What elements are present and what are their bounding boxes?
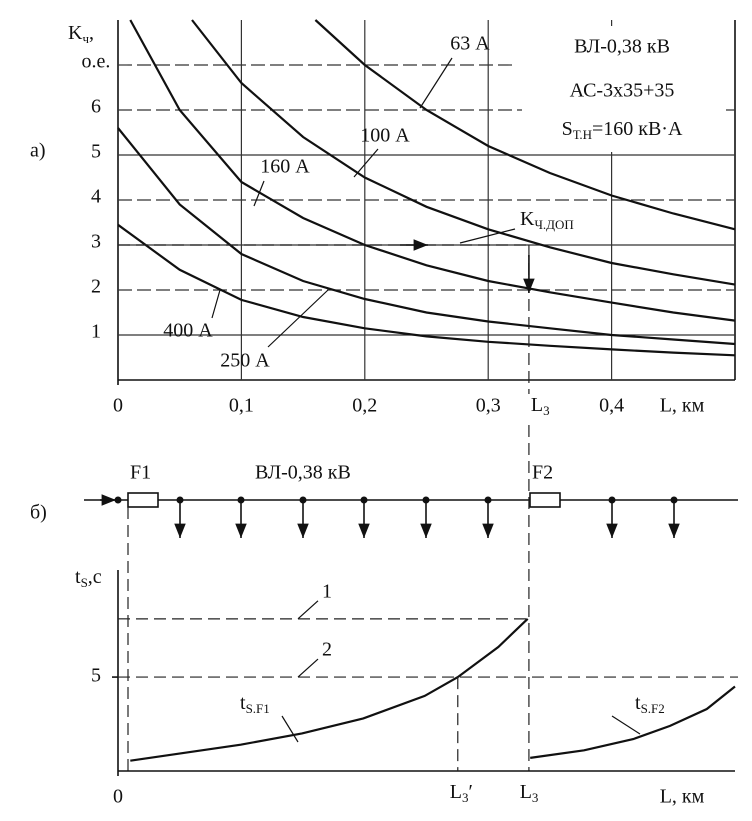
note: ВЛ-0,38 кВ xyxy=(574,36,670,58)
x-tick-label: 0,3 xyxy=(476,395,501,417)
marker-label-part: L xyxy=(531,394,543,416)
x-tick-label: 0 xyxy=(113,395,123,417)
leader-line xyxy=(459,228,516,244)
curve xyxy=(191,19,736,286)
series-label: 250 А xyxy=(220,350,270,372)
breaker-f2 xyxy=(529,492,561,508)
y-tick-label: 5 xyxy=(91,141,101,163)
panel-label: б) xyxy=(30,502,47,524)
series-label: 400 А xyxy=(163,320,213,342)
series-label-part: S.F1 xyxy=(246,701,270,716)
threshold-label: KЧ.ДОП xyxy=(520,208,574,232)
marker-label-part: L xyxy=(520,781,532,803)
marker-label-part: 3 xyxy=(532,790,539,805)
leader-line xyxy=(611,715,641,735)
x-tick-label: 0,4 xyxy=(599,395,624,417)
y-axis-label: tS,c xyxy=(75,566,102,590)
line-label: ВЛ-0,38 кВ xyxy=(255,462,351,484)
level-label: 2 xyxy=(322,639,332,661)
y-tick-label: 2 xyxy=(91,276,101,298)
x-tick-label: 0,1 xyxy=(229,395,254,417)
marker-label: L3 xyxy=(531,394,550,418)
y-axis-label-part: ч xyxy=(82,31,89,46)
note-background xyxy=(522,26,722,152)
x-axis-label: L, км xyxy=(660,786,705,808)
marker-label-part: 3 xyxy=(462,790,469,805)
leader-line xyxy=(281,715,299,743)
breaker-label: F2 xyxy=(532,462,553,484)
y-axis-label-part: K xyxy=(68,22,83,44)
y-tick-label: 1 xyxy=(91,321,101,343)
y-axis-label-part: t xyxy=(75,566,81,588)
x-tick-label: 0 xyxy=(113,786,123,808)
series-label-part: t xyxy=(240,692,246,714)
curve xyxy=(530,685,736,759)
y-tick-label: 4 xyxy=(91,186,101,208)
series-label: 160 А xyxy=(260,156,310,178)
panel-label: а) xyxy=(30,140,46,162)
y-tick-label: о.е. xyxy=(82,51,111,73)
note-part: S xyxy=(562,118,573,140)
breaker-f1 xyxy=(127,492,159,508)
series-label: tS.F1 xyxy=(240,692,270,716)
series-label: tS.F2 xyxy=(635,692,665,716)
curve xyxy=(117,223,736,357)
threshold-label-part: K xyxy=(520,208,535,230)
note: SТ.Н=160 кВ·А xyxy=(562,118,683,142)
bus-node xyxy=(114,496,122,504)
y-tick-label: 6 xyxy=(91,96,101,118)
series-label-part: S.F2 xyxy=(641,701,665,716)
leader-line xyxy=(419,57,453,109)
leader-line xyxy=(211,289,221,319)
marker-label: L3′ xyxy=(450,781,473,805)
curve xyxy=(117,127,736,346)
marker-label-part: 3 xyxy=(543,403,550,418)
breaker-label: F1 xyxy=(130,462,151,484)
level-label: 1 xyxy=(322,580,332,602)
y-tick-label: 3 xyxy=(91,231,101,253)
marker-label-part: ′ xyxy=(468,781,472,803)
y-axis-label-part: S xyxy=(81,575,88,590)
label-background xyxy=(526,394,557,420)
curve xyxy=(129,19,736,322)
leader-line xyxy=(353,148,379,178)
threshold-label-part: Ч.ДОП xyxy=(534,217,573,232)
series-label: 63 А xyxy=(450,33,490,55)
series-label: 100 А xyxy=(360,125,410,147)
network-diagram: F1 ВЛ-0,38 кВ F2 б) xyxy=(30,462,738,771)
note: АС-3х35+35 xyxy=(570,80,675,102)
leader-line xyxy=(267,289,329,348)
y-axis-label-part: , xyxy=(89,22,94,44)
x-axis-label: L, км xyxy=(660,395,705,417)
leader-line xyxy=(297,600,319,620)
y-tick-label: 5 xyxy=(91,665,101,687)
leader-line xyxy=(297,658,319,678)
curve xyxy=(130,618,529,762)
note-part: =160 кВ·А xyxy=(592,118,683,140)
loads xyxy=(174,496,680,538)
curve xyxy=(314,19,736,231)
leader-line xyxy=(253,180,265,207)
note-part: Т.Н xyxy=(573,127,592,142)
y-axis-label-part: ,c xyxy=(88,566,102,588)
marker-label: L3 xyxy=(520,781,539,805)
y-axis-label: Kч, xyxy=(68,22,94,46)
series-label-part: t xyxy=(635,692,641,714)
x-tick-label: 0,2 xyxy=(352,395,377,417)
marker-label-part: L xyxy=(450,781,462,803)
